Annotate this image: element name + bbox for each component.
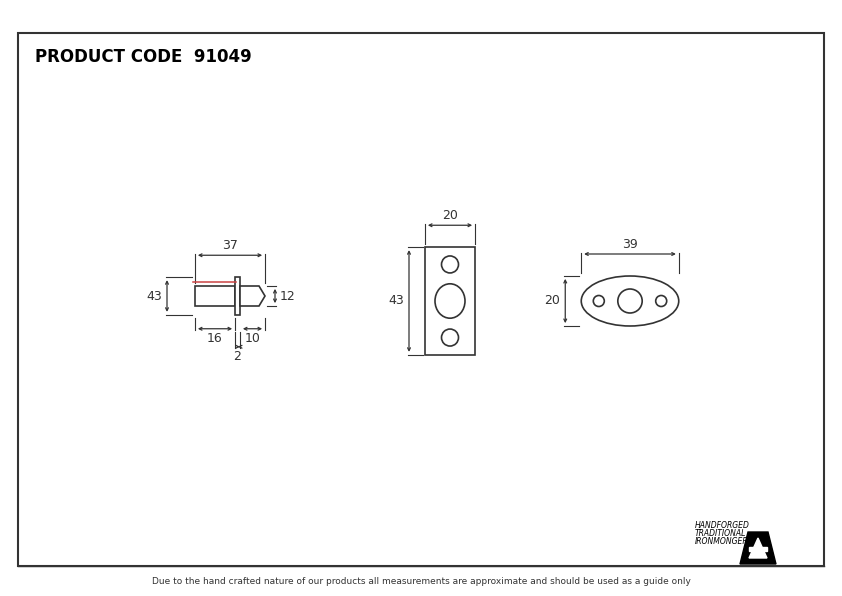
Text: PRODUCT CODE  91049: PRODUCT CODE 91049 bbox=[35, 48, 252, 66]
Text: 43: 43 bbox=[147, 290, 162, 303]
Text: 43: 43 bbox=[388, 294, 404, 308]
Bar bbox=[195, 286, 235, 306]
Bar bbox=[18, 33, 824, 566]
Text: IRONMONGERY: IRONMONGERY bbox=[695, 537, 754, 546]
Text: 10: 10 bbox=[244, 332, 260, 344]
Text: HANDFORGED: HANDFORGED bbox=[695, 521, 750, 530]
Polygon shape bbox=[749, 538, 767, 558]
Ellipse shape bbox=[594, 296, 605, 306]
Text: 37: 37 bbox=[222, 239, 238, 252]
Bar bbox=[235, 277, 240, 315]
Ellipse shape bbox=[441, 329, 459, 346]
Text: TRADITIONAL: TRADITIONAL bbox=[695, 529, 746, 538]
Text: 39: 39 bbox=[622, 238, 638, 251]
Polygon shape bbox=[749, 547, 767, 551]
Ellipse shape bbox=[581, 276, 679, 326]
Bar bbox=[425, 247, 475, 355]
Polygon shape bbox=[740, 532, 776, 564]
Ellipse shape bbox=[656, 296, 667, 306]
Text: 20: 20 bbox=[442, 209, 458, 222]
Text: 12: 12 bbox=[280, 290, 296, 303]
Text: Due to the hand crafted nature of our products all measurements are approximate : Due to the hand crafted nature of our pr… bbox=[152, 576, 690, 585]
Polygon shape bbox=[240, 286, 265, 306]
Ellipse shape bbox=[435, 284, 465, 318]
Text: 16: 16 bbox=[207, 332, 223, 344]
Text: 2: 2 bbox=[233, 350, 242, 363]
Text: 20: 20 bbox=[545, 294, 560, 308]
Ellipse shape bbox=[441, 256, 459, 273]
Ellipse shape bbox=[618, 289, 642, 313]
